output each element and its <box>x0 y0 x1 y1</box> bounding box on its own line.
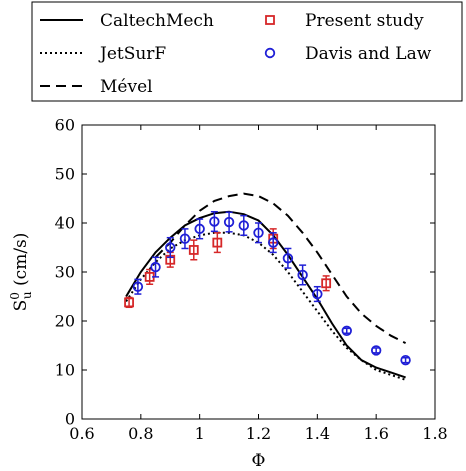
y-tick-label: 50 <box>55 165 75 184</box>
legend-label: Mével <box>100 77 153 97</box>
x-tick-label: 1.2 <box>246 424 271 443</box>
data-point <box>253 227 264 239</box>
series-line <box>125 210 406 379</box>
legend-label: CaltechMech <box>100 11 214 31</box>
data-point <box>188 245 199 255</box>
x-tick-label: 1.4 <box>305 424 330 443</box>
axes-frame <box>81 124 436 420</box>
legend-swatch <box>265 15 275 25</box>
series-layer <box>124 192 411 381</box>
data-point <box>268 237 279 248</box>
series-line <box>154 192 407 344</box>
legend-label: Davis and Law <box>305 44 432 64</box>
data-point <box>212 237 223 248</box>
legend-item: Davis and Law <box>264 44 432 64</box>
series-jetsurf <box>125 231 406 381</box>
data-point <box>341 325 352 337</box>
data-point <box>165 242 176 253</box>
y-tick-label: 30 <box>55 263 75 282</box>
x-axis-label: Φ <box>252 451 266 471</box>
data-point <box>150 261 161 273</box>
axis-ticks: 0.6 0.8 1 1.2 1.4 1.6 1.8 0 10 20 30 40 50 60 <box>55 116 448 444</box>
x-tick-label: 1 <box>195 424 205 443</box>
plot-area: 0.6 0.8 1 1.2 1.4 1.6 1.8 0 10 20 30 40 50 60 <box>55 116 448 444</box>
legend-label: Present study <box>305 11 424 31</box>
x-tick-label: 1.6 <box>363 424 388 443</box>
data-point <box>194 223 205 235</box>
y-tick-label: 60 <box>55 116 75 135</box>
legend-item: JetSurF <box>40 44 166 64</box>
data-point <box>312 288 323 300</box>
y-tick-label: 40 <box>55 214 75 233</box>
data-point <box>223 216 235 228</box>
x-tick-label: 0.8 <box>128 424 153 443</box>
legend-swatch <box>264 47 276 59</box>
legend-frame <box>31 1 463 102</box>
legend-item: CaltechMech <box>40 11 214 31</box>
series-davis-and-law <box>132 210 411 366</box>
data-point <box>370 345 382 356</box>
data-point <box>179 233 191 244</box>
data-point <box>124 297 134 308</box>
y-tick-label: 20 <box>55 312 75 331</box>
y-tick-label: 0 <box>65 410 75 429</box>
data-point <box>321 278 332 289</box>
legend-items: CaltechMech JetSurF Mével Present study Davi… <box>40 11 432 97</box>
series-m-vel <box>154 192 407 344</box>
data-point <box>132 281 144 292</box>
x-tick-label: 0.6 <box>69 424 94 443</box>
data-point <box>209 216 220 227</box>
series-line <box>125 231 406 381</box>
legend-item: Present study <box>265 11 424 31</box>
data-point <box>238 220 249 231</box>
data-point <box>400 355 411 366</box>
data-point <box>297 269 308 281</box>
y-tick-label: 10 <box>55 361 75 380</box>
series-caltechmech <box>125 210 406 379</box>
data-point <box>282 253 294 264</box>
x-tick-label: 1.8 <box>422 424 447 443</box>
legend: CaltechMech JetSurF Mével Present study Davi… <box>31 1 463 102</box>
legend-label: JetSurF <box>98 44 166 64</box>
legend-item: Mével <box>40 77 153 97</box>
y-axis-label: S0u (cm/s) <box>8 233 34 312</box>
